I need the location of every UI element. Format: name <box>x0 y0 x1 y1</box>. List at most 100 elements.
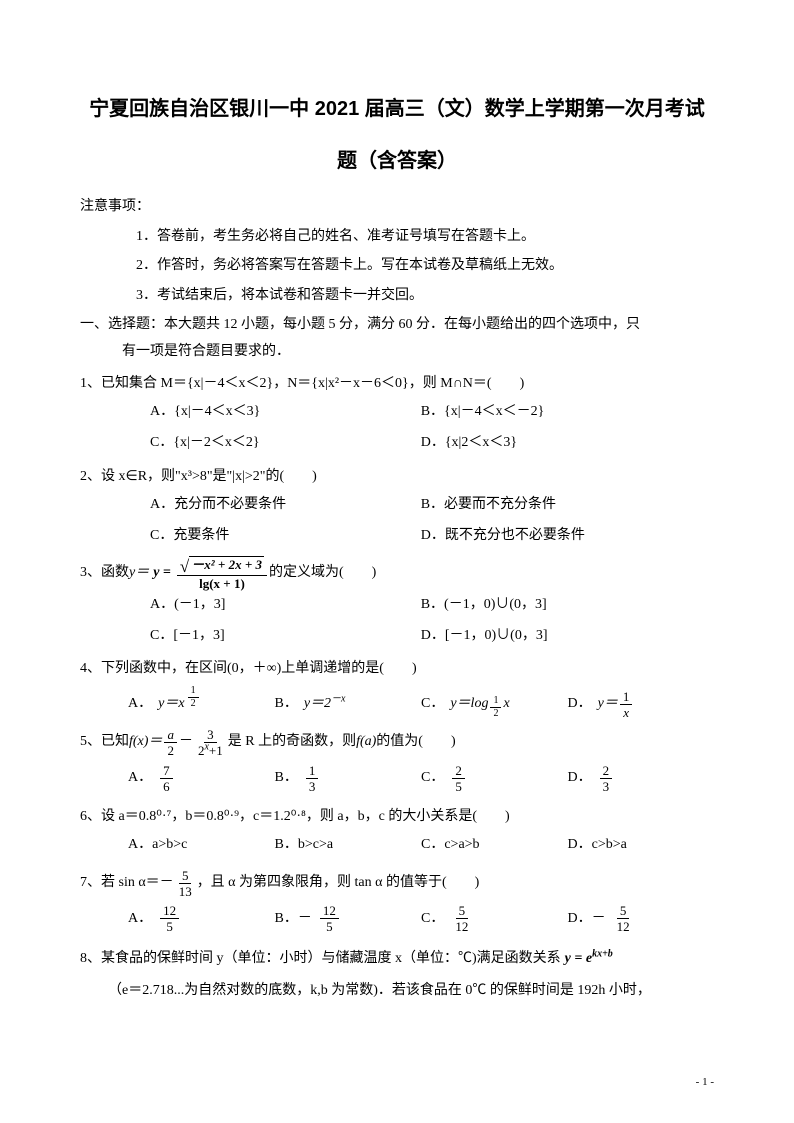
q7d: 13 <box>176 884 195 898</box>
q5-optA: A． 76 <box>128 757 275 799</box>
q6-stem: 6、设 a＝0.8⁰·⁷，b＝0.8⁰·⁹，c＝1.2⁰·⁸，则 a，b，c 的… <box>80 804 714 831</box>
q4B-exp: －x <box>331 693 345 704</box>
notice-header: 注意事项： <box>80 194 714 221</box>
q5-mid: 是 R 上的奇函数，则 <box>228 729 356 756</box>
section-header-line1: 一、选择题：本大题共 12 小题，每小题 5 分，满分 60 分．在每小题给出的… <box>80 312 714 339</box>
q5Dn: 2 <box>600 764 613 779</box>
q5Cd: 5 <box>452 779 465 793</box>
q3-num: －x² + 2x + 3 <box>191 557 262 572</box>
q2-row1: A．充分而不必要条件 B．必要而不充分条件 <box>80 490 714 521</box>
q3-den: lg(x + 1) <box>199 576 245 591</box>
q5Bd: 3 <box>306 779 319 793</box>
q4A-pre: A． <box>128 683 152 725</box>
q3-frac: √ －x² + 2x + 3 lg(x + 1) <box>177 556 267 590</box>
q1-stem: 1、已知集合 M＝{x|－4＜x＜2}，N＝{x|x²－x－6＜0}，则 M∩N… <box>80 371 714 398</box>
q4B-body: y＝2 <box>304 696 331 711</box>
q5-suf: 的值为( ) <box>376 729 455 756</box>
q7Bn: 12 <box>320 904 339 919</box>
q3-suffix: 的定义域为( ) <box>269 560 376 587</box>
q4-optB: B． y＝2－x <box>275 683 422 725</box>
q2-optA: A．充分而不必要条件 <box>150 490 421 521</box>
q4-optD: D． y＝ 1 x <box>568 683 715 725</box>
q4A-expd: 2 <box>188 698 199 709</box>
section-header-line2: 有一项是符合题目要求的． <box>80 339 714 366</box>
q3-optD: D．[－1，0)∪(0，3] <box>421 621 692 652</box>
q6-optC: C．c>a>b <box>421 831 568 859</box>
q4C-pre: C． <box>421 683 444 725</box>
q7n: 5 <box>179 869 192 884</box>
q7An: 12 <box>160 904 179 919</box>
q7Ad: 5 <box>163 919 176 933</box>
q2-stem: 2、设 x∈R，则"x³>8"是"|x|>2"的( ) <box>80 464 714 491</box>
q7B-l: B．－ <box>275 898 312 940</box>
q1-row2: C．{x|－2＜x＜2} D．{x|2＜x＜3} <box>80 428 714 459</box>
q4D-d: x <box>620 705 632 719</box>
q5-frac2: 3 2x+1 <box>195 728 226 757</box>
q6-options: A．a>b>c B．b>c>a C．c>a>b D．c>b>a <box>80 831 714 859</box>
q4A-expn: 1 <box>188 686 199 698</box>
q7-optA: A． 125 <box>128 898 275 940</box>
q5-t1d: 2 <box>164 743 177 757</box>
notice-item-3: 3．考试结束后，将本试卷和答题卡一并交回。 <box>80 283 714 310</box>
q5-optB: B． 13 <box>275 757 422 799</box>
page-number: - 1 - <box>696 1072 714 1093</box>
q4D-n: 1 <box>620 690 633 705</box>
q6-optD: D．c>b>a <box>568 831 715 859</box>
q5-options: A．76 B．13 C．25 D．23 <box>80 757 714 799</box>
q7-mid: ，且 α 为第四象限角，则 tan α 的值等于( ) <box>197 870 480 897</box>
q4-options: A． y＝x 1 2 B． y＝2－x C． y＝log 1 2 x D． y＝… <box>80 683 714 725</box>
q4-optA: A． y＝x 1 2 <box>128 683 275 725</box>
q7Cn: 5 <box>456 904 469 919</box>
q4C-body: y＝log <box>450 683 488 725</box>
q5A-l: A． <box>128 757 152 799</box>
q7-optB: B．－ 125 <box>275 898 422 940</box>
q3-prefix: 3、函数 <box>80 560 129 587</box>
q1-optB: B．{x|－4＜x＜－2} <box>421 397 692 428</box>
q5Cn: 2 <box>452 764 465 779</box>
q7A-l: A． <box>128 898 152 940</box>
q5-fa: f(a) <box>356 729 376 756</box>
q3-optB: B．(－1，0)∪(0，3] <box>421 590 692 621</box>
q5-optC: C． 25 <box>421 757 568 799</box>
q7C-l: C． <box>421 898 444 940</box>
q5Bn: 1 <box>306 764 319 779</box>
q3-boldy: y = <box>153 565 171 580</box>
q5Dd: 3 <box>600 779 613 793</box>
q7Bd: 5 <box>323 919 336 933</box>
q8-line2: （e＝2.718...为自然对数的底数，k,b 为常数)．若该食品在 0℃ 的保… <box>80 978 714 1005</box>
q7Cd: 12 <box>452 919 471 933</box>
q4D-frac: 1 x <box>620 690 633 719</box>
q5B-l: B． <box>275 757 298 799</box>
q4B-pre: B． <box>275 683 298 725</box>
q1-row1: A．{x|－4＜x＜3} B．{x|－4＜x＜－2} <box>80 397 714 428</box>
q3-stem: 3、函数 y＝ y = √ －x² + 2x + 3 lg(x + 1) 的定义… <box>80 556 714 590</box>
q8-line1: 8、某食品的保鲜时间 y（单位：小时）与储藏温度 x（单位：℃)满足函数关系 y… <box>80 946 714 973</box>
q7-options: A．125 B．－125 C．512 D．－512 <box>80 898 714 940</box>
q5Ad: 6 <box>160 779 173 793</box>
q4D-pre: D． <box>568 683 592 725</box>
q2-optD: D．既不充分也不必要条件 <box>421 521 692 552</box>
q5-minus: － <box>179 729 193 756</box>
notice-item-1: 1．答卷前，考生务必将自己的姓名、准考证号填写在答题卡上。 <box>80 224 714 251</box>
q4C-sub: 1 2 <box>490 696 501 719</box>
q1-optA: A．{x|－4＜x＜3} <box>150 397 421 428</box>
q8-fny: y = e <box>565 951 592 966</box>
q5-stem: 5、已知 f(x)＝ a 2 － 3 2x+1 是 R 上的奇函数，则 f(a)… <box>80 728 714 757</box>
q6-optA: A．a>b>c <box>128 831 275 859</box>
q1-optD: D．{x|2＜x＜3} <box>421 428 692 459</box>
sqrt-icon: √ －x² + 2x + 3 <box>180 556 264 574</box>
q5-t1n: a <box>164 728 177 743</box>
q7-optD: D．－512 <box>568 898 715 940</box>
q7-optC: C． 512 <box>421 898 568 940</box>
q3-optC: C．[－1，3] <box>150 621 421 652</box>
q7Dd: 12 <box>614 919 633 933</box>
q5An: 7 <box>160 764 173 779</box>
title-main: 宁夏回族自治区银川一中 2021 届高三（文）数学上学期第一次月考试 <box>80 90 714 128</box>
q7-frac: 5 13 <box>176 869 195 898</box>
q4C-arg: x <box>503 683 509 725</box>
q5C-l: C． <box>421 757 444 799</box>
q5-fx: f(x)＝ <box>129 729 162 756</box>
q3-optA: A．(－1，3] <box>150 590 421 621</box>
q7Dn: 5 <box>617 904 630 919</box>
q4D-y: y＝ <box>598 683 618 725</box>
